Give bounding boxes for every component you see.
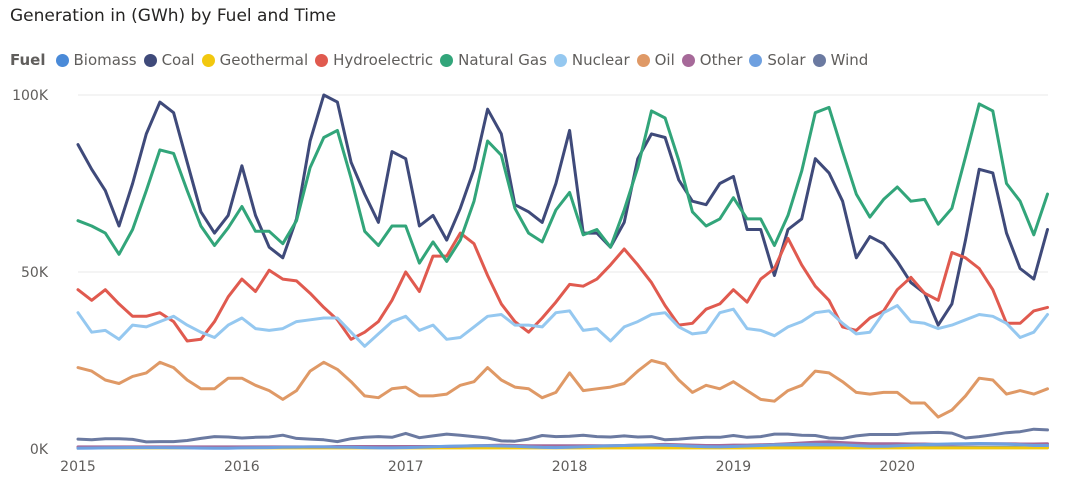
legend: Fuel Biomass Coal Geothermal Hydroelectric N… <box>10 50 875 70</box>
legend-marker <box>440 53 454 67</box>
legend-marker <box>315 53 329 67</box>
legend-label: Nuclear <box>571 51 630 69</box>
series-line-natural-gas[interactable] <box>76 102 1049 265</box>
legend-item-oil[interactable]: Oil <box>636 51 675 69</box>
legend-marker <box>812 53 826 67</box>
legend-title: Fuel <box>10 51 46 69</box>
legend-item-geothermal[interactable]: Geothermal <box>201 51 309 69</box>
x-tick-label: 2020 <box>879 459 915 475</box>
legend-item-wind[interactable]: Wind <box>812 51 869 69</box>
x-axis: 2015 2016 2017 2018 2019 2020 <box>60 459 915 475</box>
legend-marker <box>681 53 695 67</box>
x-tick-label: 2019 <box>716 459 752 475</box>
legend-label: Wind <box>830 51 869 69</box>
y-tick-label: 50K <box>21 265 49 281</box>
series-line-hydroelectric[interactable] <box>76 231 1049 343</box>
legend-item-hydroelectric[interactable]: Hydroelectric <box>315 51 433 69</box>
y-tick-label: 0K <box>30 442 49 458</box>
series-lines <box>76 93 1049 450</box>
series-line-wind[interactable] <box>76 427 1049 444</box>
legend-item-nuclear[interactable]: Nuclear <box>553 51 630 69</box>
legend-item-biomass[interactable]: Biomass <box>55 51 137 69</box>
legend-item-coal[interactable]: Coal <box>143 51 195 69</box>
series-line-oil[interactable] <box>76 359 1049 419</box>
legend-marker <box>143 53 157 67</box>
legend-marker <box>749 53 763 67</box>
y-tick-label: 100K <box>12 88 49 104</box>
legend-label: Oil <box>654 51 675 69</box>
legend-marker <box>636 53 650 67</box>
legend-label: Coal <box>161 51 195 69</box>
legend-marker <box>55 53 69 67</box>
legend-marker <box>553 53 567 67</box>
legend-label: Solar <box>767 51 806 69</box>
series-line-nuclear[interactable] <box>76 304 1049 348</box>
legend-marker <box>201 53 215 67</box>
x-tick-label: 2018 <box>552 459 588 475</box>
series-line-coal[interactable] <box>76 93 1049 327</box>
legend-label: Biomass <box>73 51 137 69</box>
legend-label: Geothermal <box>219 51 309 69</box>
legend-item-solar[interactable]: Solar <box>749 51 806 69</box>
legend-label: Natural Gas <box>458 51 547 69</box>
x-tick-label: 2015 <box>60 459 96 475</box>
legend-item-natural-gas[interactable]: Natural Gas <box>440 51 547 69</box>
x-tick-label: 2016 <box>224 459 260 475</box>
chart-title: Generation in (GWh) by Fuel and Time <box>10 6 337 26</box>
legend-label: Other <box>699 51 743 69</box>
series-line-solar[interactable] <box>76 442 1049 450</box>
legend-item-other[interactable]: Other <box>681 51 743 69</box>
legend-label: Hydroelectric <box>333 51 434 69</box>
y-axis: 0K 50K 100K <box>12 88 49 458</box>
x-tick-label: 2017 <box>388 459 424 475</box>
